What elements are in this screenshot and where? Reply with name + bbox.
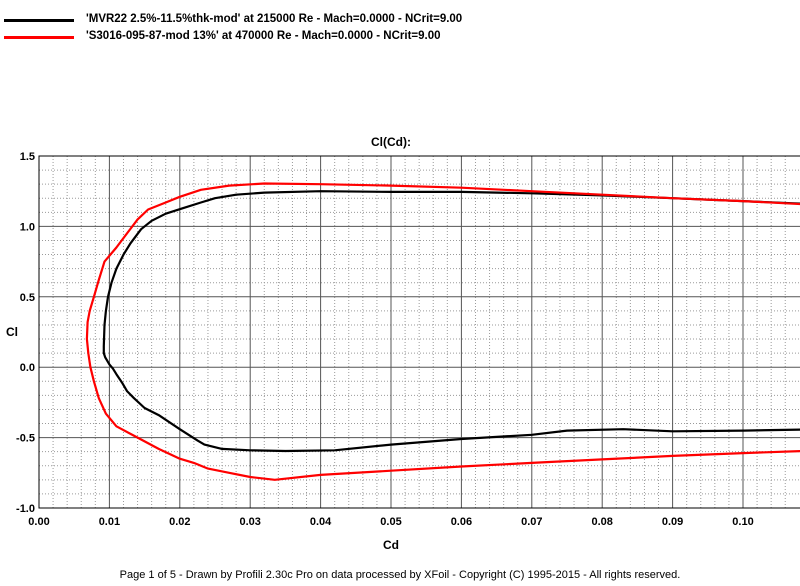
chart-title: Cl(Cd): xyxy=(371,135,411,149)
x-tick-label: 0.02 xyxy=(169,516,190,528)
x-tick-label: 0.00 xyxy=(28,516,49,528)
legend-swatch-series-1 xyxy=(4,19,74,22)
legend-label-series-2: 'S3016-095-87-mod 13%' at 470000 Re - Ma… xyxy=(86,30,441,42)
x-tick-label: 0.05 xyxy=(380,516,401,528)
plot-frame xyxy=(38,155,800,509)
y-tick-label: -0.5 xyxy=(16,433,35,445)
series-line-1 xyxy=(102,190,800,453)
x-tick-label: 0.04 xyxy=(310,516,332,528)
page-footer: Page 1 of 5 - Drawn by Profili 2.30c Pro… xyxy=(119,569,681,581)
x-tick-label: 0.08 xyxy=(591,516,612,528)
y-tick-label: 0.0 xyxy=(20,362,35,374)
legend-label-series-1: 'MVR22 2.5%-11.5%thk-mod' at 215000 Re -… xyxy=(86,13,463,25)
legend-swatch-series-2 xyxy=(4,36,74,39)
x-tick-label: 0.10 xyxy=(732,516,753,528)
series-layer xyxy=(85,182,800,481)
x-axis-label: Cd xyxy=(383,538,399,552)
x-tick-label: 0.06 xyxy=(451,516,472,528)
y-tick-label: -1.0 xyxy=(16,503,35,515)
x-tick-label: 0.09 xyxy=(662,516,683,528)
y-tick-label: 1.5 xyxy=(20,151,35,163)
x-tick-label: 0.01 xyxy=(99,516,120,528)
y-axis-label: Cl xyxy=(6,325,18,339)
y-tick-label: 0.5 xyxy=(20,292,35,304)
tick-labels: 0.00 0.01 0.02 0.03 0.04 0.05 0.06 0.07 0.08 0.09… xyxy=(16,151,754,528)
x-tick-label: 0.03 xyxy=(239,516,260,528)
series-line-2 xyxy=(85,182,800,481)
x-tick-label: 0.07 xyxy=(521,516,542,528)
y-tick-label: 1.0 xyxy=(20,221,35,233)
